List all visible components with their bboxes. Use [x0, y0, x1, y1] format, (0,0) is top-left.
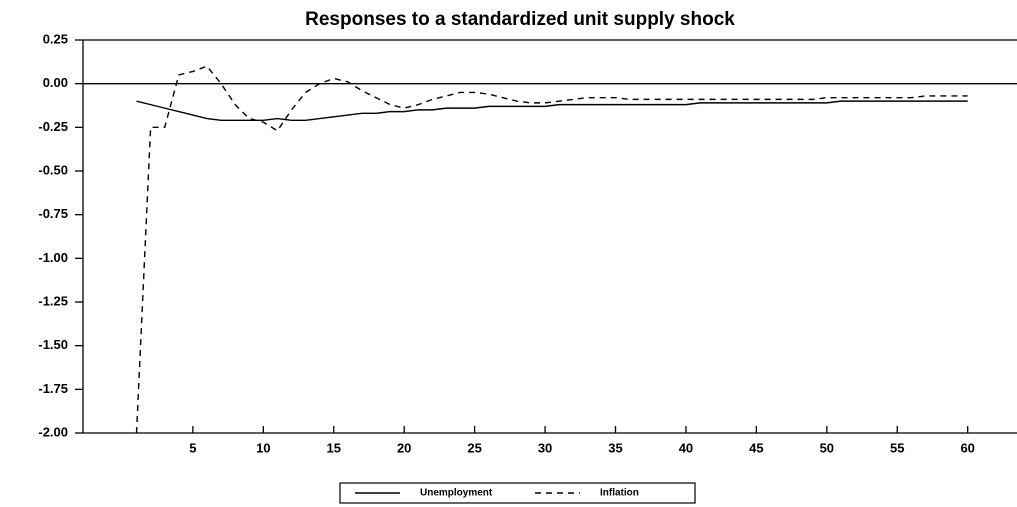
y-tick-label: -0.50: [38, 162, 68, 177]
series-line: [136, 100, 968, 122]
x-tick-label: 15: [327, 440, 341, 455]
x-tick-label: 40: [679, 440, 693, 455]
legend-box: [339, 482, 696, 504]
series-line: [135, 65, 968, 434]
legend-label: Unemployment: [420, 488, 493, 499]
x-tick-label: 20: [397, 440, 411, 455]
y-tick-label: -1.75: [38, 381, 68, 396]
legend-label: Inflation: [600, 488, 639, 499]
x-tick-label: 30: [538, 440, 552, 455]
y-tick-label: -1.50: [38, 337, 68, 352]
legend: Unemployment Inflation: [339, 482, 696, 504]
x-tick-label: 45: [749, 440, 763, 455]
x-tick-label: 55: [890, 440, 904, 455]
x-tick-label: 35: [608, 440, 622, 455]
x-tick-label: 5: [189, 440, 196, 455]
y-tick-label: 0.25: [43, 31, 68, 46]
y-tick-label: -1.00: [38, 250, 68, 265]
y-tick-label: -1.25: [38, 293, 68, 308]
y-tick-label: -2.00: [38, 424, 68, 439]
x-tick-label: 10: [256, 440, 270, 455]
y-tick-label: -0.75: [38, 206, 68, 221]
y-tick-label: 0.00: [43, 75, 68, 90]
x-tick-label: 25: [467, 440, 481, 455]
x-tick-label: 50: [820, 440, 834, 455]
x-tick-label: 60: [960, 440, 974, 455]
chart-title: Responses to a standardized unit supply …: [305, 9, 735, 30]
y-tick-label: -0.25: [38, 119, 68, 134]
